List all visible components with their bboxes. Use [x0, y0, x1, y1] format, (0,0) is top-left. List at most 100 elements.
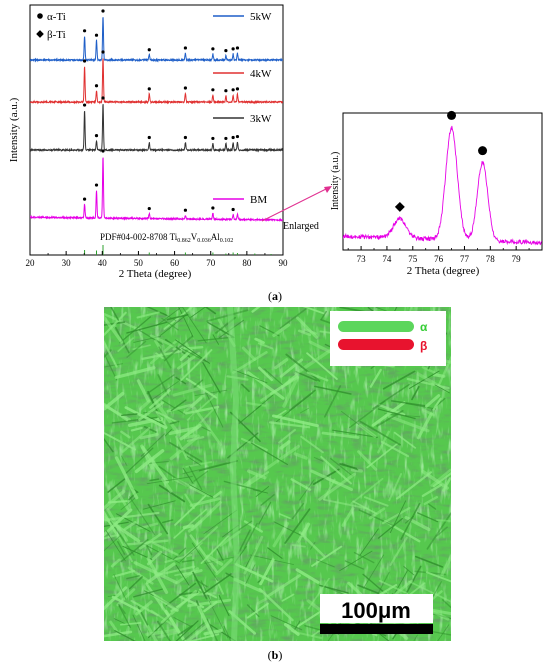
alpha-lath — [237, 529, 251, 555]
alpha-lath — [274, 358, 289, 370]
reference-line-group — [84, 245, 272, 255]
alpha-lath — [243, 522, 258, 549]
alpha-lath — [164, 609, 187, 641]
alpha-lath — [311, 545, 343, 567]
alpha-lath — [126, 321, 168, 334]
alpha-lath — [158, 484, 186, 503]
enlarged-x-axis-label: 2 Theta (degree) — [407, 265, 480, 277]
xrd-trace-bm — [30, 157, 283, 222]
alpha-lath — [166, 313, 189, 321]
alpha-lath — [182, 524, 195, 530]
beta-legend-marker — [36, 30, 44, 38]
alpha-lath — [293, 620, 301, 632]
alpha-lath — [203, 509, 238, 535]
alpha-lath — [251, 307, 261, 313]
alpha-lath — [158, 346, 172, 369]
alpha-peak-marker — [211, 88, 215, 92]
alpha-lath — [421, 469, 449, 490]
alpha-lath — [121, 511, 160, 519]
alpha-lath — [416, 512, 439, 523]
alpha-lath — [107, 500, 128, 504]
alpha-lath — [149, 389, 171, 409]
alpha-lath — [416, 412, 433, 440]
alpha-lath — [122, 545, 153, 560]
alpha-lath — [253, 489, 269, 494]
alpha-peak-marker — [183, 86, 188, 90]
alpha-peak-marker — [231, 135, 235, 140]
alpha-lath — [377, 430, 390, 454]
alpha-lath — [104, 508, 133, 537]
alpha-lath — [121, 427, 151, 453]
alpha-lath — [157, 630, 181, 639]
alpha-lath — [296, 611, 321, 628]
alpha-lath — [173, 508, 208, 539]
x-tick-label: 80 — [242, 258, 252, 268]
alpha-lath — [387, 415, 430, 433]
phase-map-legend: α β — [330, 311, 446, 366]
alpha-lath — [415, 555, 444, 568]
alpha-lath — [320, 310, 327, 320]
alpha-peak-marker — [101, 149, 105, 153]
alpha-lath — [268, 421, 311, 429]
alpha-lath — [134, 449, 165, 474]
alpha-peak-marker — [94, 84, 99, 88]
alpha-lath — [416, 372, 449, 393]
alpha-lath — [161, 519, 174, 524]
alpha-lath — [173, 477, 210, 498]
alpha-lath — [145, 628, 180, 636]
alpha-lath — [267, 547, 283, 559]
alpha-lath — [425, 394, 441, 408]
alpha-lath — [146, 307, 168, 316]
enlarge-arrow-head — [324, 186, 332, 193]
alpha-lath — [157, 620, 172, 641]
alpha-lath — [302, 307, 327, 315]
alpha-lath — [358, 423, 377, 438]
alpha-lath — [298, 329, 312, 337]
x-tick-label: 20 — [26, 258, 36, 268]
alpha-lath — [291, 502, 305, 520]
alpha-lath — [145, 582, 171, 618]
x-tick-label: 90 — [279, 258, 289, 268]
alpha-lath — [273, 521, 304, 537]
alpha-lath — [376, 410, 404, 427]
alpha-lath — [263, 444, 301, 471]
alpha-peak-marker — [147, 48, 151, 52]
alpha-lath — [104, 351, 118, 381]
x-axis-label: 2 Theta (degree) — [119, 268, 192, 280]
alpha-lath — [114, 366, 156, 379]
alpha-peak-marker — [211, 136, 215, 141]
alpha-lath — [290, 478, 312, 491]
alpha-lath — [371, 401, 406, 427]
alpha-lath — [246, 371, 285, 400]
alpha-lath — [320, 455, 352, 485]
alpha-lath — [310, 469, 354, 492]
alpha-lath — [138, 329, 163, 345]
alpha-lath — [388, 473, 403, 502]
alpha-phase-label: α — [420, 320, 428, 334]
alpha-lath — [106, 508, 129, 542]
alpha-lath — [241, 346, 257, 361]
enlarged-x-tick-label: 77 — [460, 254, 470, 264]
alpha-lath — [136, 311, 160, 319]
scale-bar-line — [320, 624, 433, 634]
alpha-lath — [124, 406, 168, 430]
alpha-lath — [161, 477, 173, 493]
alpha-lath — [132, 614, 146, 641]
alpha-lath — [110, 558, 121, 568]
alpha-lath — [382, 370, 416, 390]
alpha-lath — [146, 415, 166, 426]
alpha-lath — [232, 369, 268, 384]
beta-phase-swatch — [338, 339, 414, 350]
alpha-lath — [285, 353, 321, 382]
alpha-peak-marker — [82, 29, 87, 33]
alpha-lath — [172, 383, 213, 397]
enlarged-x-tick-label: 76 — [434, 254, 444, 264]
alpha-lath — [120, 455, 128, 467]
alpha-lath — [138, 401, 165, 421]
alpha-lath — [145, 374, 175, 395]
alpha-lath — [182, 394, 205, 414]
enlarged-annotation: Enlarged — [283, 221, 319, 232]
alpha-lath — [119, 316, 152, 344]
alpha-lath — [206, 554, 224, 566]
alpha-lath — [284, 373, 299, 386]
